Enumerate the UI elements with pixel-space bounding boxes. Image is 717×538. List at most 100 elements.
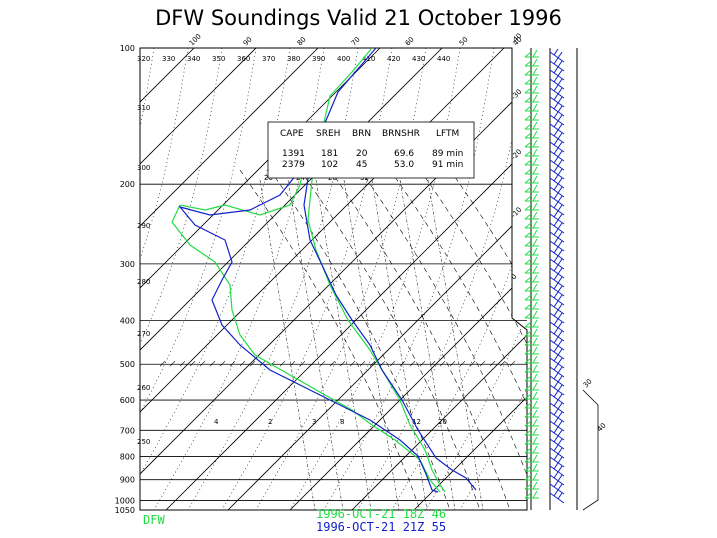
wind-barb-run2 (557, 258, 563, 266)
wind-barb-run1 (524, 465, 532, 472)
idx-header-lftm: LFTM (436, 129, 459, 139)
wind-barb-run1 (524, 312, 532, 319)
wind-barb-run2 (549, 249, 565, 261)
isobar-hatch (249, 361, 256, 367)
idx-run2-brn: 45 (356, 160, 367, 170)
isotherm-line (140, 48, 141, 510)
wind-barb-run1 (524, 411, 532, 418)
dry-adiabat (0, 48, 120, 510)
wind-barb-run1 (532, 346, 538, 355)
wind-barb-run1 (524, 483, 532, 490)
wind-barb-run1 (532, 67, 538, 76)
sounding-dewpoint-line (178, 159, 439, 493)
wind-barb-run2 (557, 114, 563, 122)
isobar-hatch (459, 361, 466, 367)
wind-barb-run2 (557, 285, 563, 293)
wind-barb-run1 (532, 121, 538, 130)
isobar-hatch (499, 361, 506, 367)
wind-barb-run1 (524, 384, 532, 391)
idx-header-cape: CAPE (280, 129, 304, 139)
isotherm-line (413, 48, 527, 510)
skew-top-label: 100 (188, 32, 203, 47)
idx-run2-cape: 2379 (282, 160, 305, 170)
wind-barb-run2 (549, 366, 565, 378)
wind-barb-run1 (532, 463, 538, 472)
wind-barb-run2 (553, 399, 559, 407)
run1-label: 1996-OCT-21 18Z 46 (316, 507, 446, 521)
dry-adiabat-label: 310 (137, 104, 150, 112)
wind-barb-run2 (557, 213, 563, 221)
wind-barb-run2 (549, 150, 565, 162)
wind-barb-run1 (532, 49, 538, 58)
dry-adiabat-label: 410 (362, 55, 375, 63)
wind-barb-run2 (549, 330, 565, 342)
pressure-tick-label: 900 (120, 476, 135, 485)
wind-barb-run1 (532, 337, 538, 346)
wind-barb-run2 (549, 402, 565, 414)
pressure-tick-label: 1050 (115, 506, 135, 515)
wind-barb-run2 (553, 471, 559, 479)
moist-adiabat (359, 169, 527, 510)
dry-adiabat-label: 430 (412, 55, 425, 63)
wind-barb-run2 (549, 375, 565, 387)
wind-barb-run2 (549, 114, 565, 126)
skew-top-label: 70 (350, 35, 362, 47)
wind-barb-run1 (532, 238, 538, 247)
wind-barb-run1 (524, 393, 532, 400)
wind-barb-run1 (532, 265, 538, 274)
wind-barb-run2 (557, 78, 563, 86)
wind-barb-run2 (553, 435, 559, 443)
wind-barb-run1 (524, 96, 532, 103)
wind-barb-run1 (532, 364, 538, 373)
mixing-ratio-line (371, 179, 428, 510)
wind-barb-run2 (549, 87, 565, 99)
dry-adiabat (140, 48, 189, 510)
wind-barb-run1 (532, 373, 538, 382)
wind-barb-run1 (524, 303, 532, 310)
wind-barb-run1 (524, 60, 532, 67)
wind-barb-run2 (557, 87, 563, 95)
wind-barb-run2 (557, 240, 563, 248)
wind-barb-run1 (524, 51, 532, 58)
wind-barb-run2 (553, 300, 559, 308)
wind-barb-run2 (557, 411, 563, 419)
mixing-ratio-line (343, 179, 400, 510)
hodo-label-30: 30 (582, 377, 594, 389)
wind-barb-run2 (549, 384, 565, 396)
wind-barb-run1 (524, 132, 532, 139)
wind-barb-run2 (549, 69, 565, 81)
isobar-hatch (419, 361, 426, 367)
wind-barb-run1 (524, 375, 532, 382)
idx-run1-sreh: 181 (321, 149, 338, 159)
wind-barb-run2 (557, 186, 563, 194)
wind-barb-run2 (553, 219, 559, 227)
dry-adiabat-label: 440 (437, 55, 450, 63)
wind-barb-run1 (532, 319, 538, 328)
wind-barb-run1 (524, 105, 532, 112)
wind-barb-run2 (557, 339, 563, 347)
isobar-hatch (349, 361, 356, 367)
isobar-hatch (299, 361, 306, 367)
wind-barb-run2 (557, 177, 563, 185)
plot-frame (139, 47, 528, 511)
pressure-tick-label: 100 (120, 44, 135, 53)
mixing-ratio-label: 2 (268, 418, 272, 426)
wind-barb-run2 (549, 348, 565, 360)
wind-barb-run2 (557, 438, 563, 446)
wind-barb-run1 (532, 139, 538, 148)
wind-barb-run1 (532, 202, 538, 211)
wind-barb-run2 (549, 123, 565, 135)
wind-barb-run2 (553, 255, 559, 263)
isobar-hatch (199, 361, 206, 367)
dry-adiabat-label: 300 (137, 164, 150, 172)
wind-barb-run1 (532, 148, 538, 157)
isobar-hatch (319, 361, 326, 367)
wind-barb-run2 (553, 102, 559, 110)
wind-barb-run2 (549, 105, 565, 117)
dry-adiabat (323, 48, 495, 510)
wind-barb-run2 (557, 366, 563, 374)
wind-barb-run1 (532, 409, 538, 418)
wind-barb-run2 (553, 138, 559, 146)
wind-barb-run2 (549, 177, 565, 189)
